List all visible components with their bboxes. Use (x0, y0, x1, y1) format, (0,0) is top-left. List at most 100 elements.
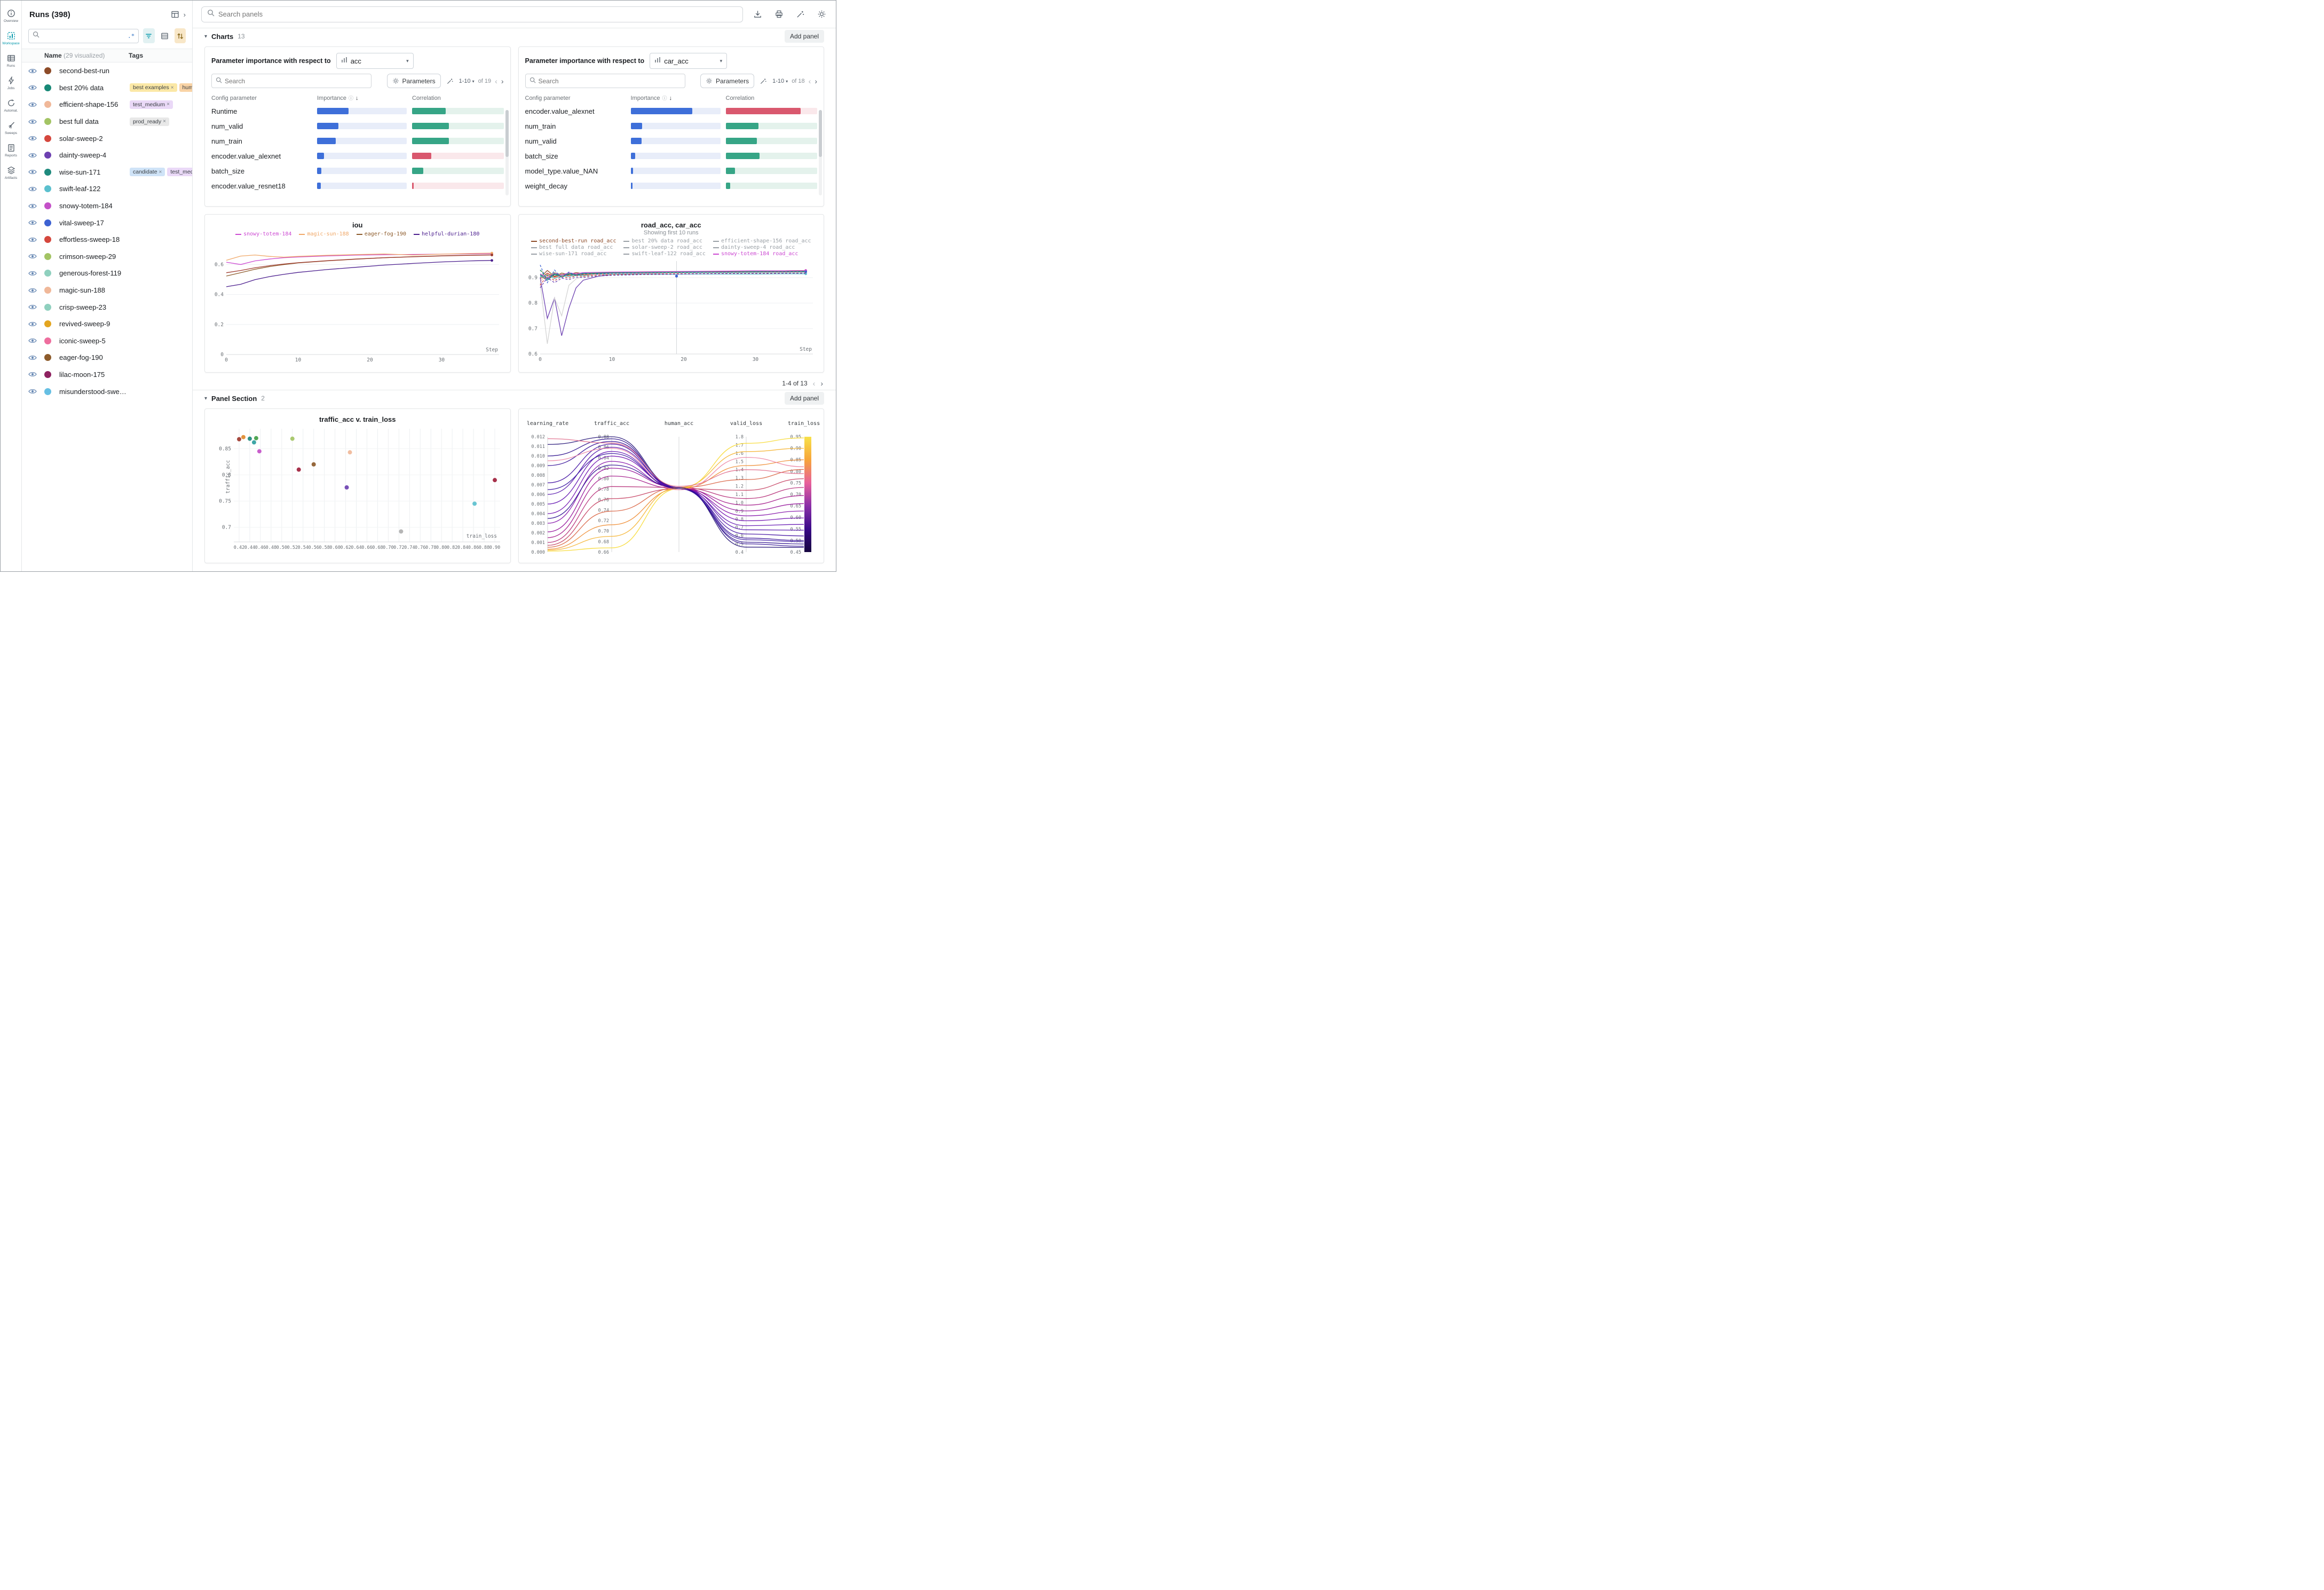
panel-search-input[interactable] (218, 10, 737, 18)
visibility-eye-icon[interactable] (28, 169, 44, 175)
legend-item[interactable]: second-best-run road_acc (531, 238, 616, 244)
next-page-icon[interactable]: › (820, 379, 823, 388)
run-row[interactable]: vital-sweep-17 (22, 214, 192, 231)
importance-header[interactable]: Importance (317, 95, 347, 101)
run-name[interactable]: eager-fog-190 (59, 353, 103, 362)
visibility-eye-icon[interactable] (28, 270, 44, 277)
run-name[interactable]: swift-leaf-122 (59, 185, 101, 193)
add-panel-button[interactable]: Add panel (784, 30, 824, 43)
run-row[interactable]: crimson-sweep-29 (22, 248, 192, 265)
collapse-section-icon[interactable]: ▾ (204, 33, 208, 40)
prev-page-icon[interactable]: ‹ (495, 76, 497, 85)
visibility-eye-icon[interactable] (28, 321, 44, 327)
run-row[interactable]: solar-sweep-2 (22, 130, 192, 147)
run-row[interactable]: best 20% data best examples×humans× (22, 80, 192, 97)
group-button[interactable] (159, 28, 170, 43)
magic-wand-icon[interactable] (794, 9, 806, 20)
filter-button[interactable] (143, 28, 155, 43)
visibility-eye-icon[interactable] (28, 186, 44, 192)
run-name[interactable]: second-best-run (59, 67, 109, 75)
nav-overview[interactable]: Overview (1, 5, 22, 27)
visibility-eye-icon[interactable] (28, 237, 44, 243)
correlation-header[interactable]: Correlation (412, 95, 441, 101)
run-row[interactable]: wise-sun-171 candidate×test_medium× (22, 164, 192, 181)
runs-search-input[interactable] (42, 32, 125, 40)
nav-reports[interactable]: Reports (1, 139, 22, 162)
run-row[interactable]: lilac-moon-175 (22, 366, 192, 383)
legend-item[interactable]: snowy-totem-184 (235, 231, 291, 237)
param-row[interactable]: num_train (211, 133, 504, 148)
visibility-eye-icon[interactable] (28, 135, 44, 141)
run-name[interactable]: vital-sweep-17 (59, 218, 104, 227)
run-row[interactable]: revived-sweep-9 (22, 316, 192, 333)
run-row[interactable]: snowy-totem-184 (22, 198, 192, 215)
visibility-eye-icon[interactable] (28, 337, 44, 344)
visibility-eye-icon[interactable] (28, 68, 44, 74)
remove-tag-icon[interactable]: × (163, 119, 166, 125)
run-name[interactable]: best full data (59, 117, 99, 126)
sort-desc-icon[interactable]: ↓ (355, 95, 359, 101)
run-name[interactable]: wise-sun-171 (59, 168, 101, 176)
sort-button[interactable] (174, 28, 186, 43)
metric-dropdown[interactable]: car_acc ▾ (650, 53, 728, 69)
param-row[interactable]: encoder.value_alexnet (525, 104, 817, 119)
run-name[interactable]: iconic-sweep-5 (59, 336, 106, 345)
run-name[interactable]: effortless-sweep-18 (59, 235, 120, 244)
run-tag[interactable]: prod_ready × (130, 117, 169, 126)
run-tag[interactable]: humans× (179, 83, 192, 92)
run-row[interactable]: second-best-run (22, 62, 192, 80)
run-name[interactable]: lilac-moon-175 (59, 370, 105, 379)
legend-item[interactable]: dainty-sweep-4 road_acc (713, 245, 811, 250)
run-row[interactable]: dainty-sweep-4 (22, 147, 192, 164)
legend-item[interactable]: wise-sun-171 road_acc (531, 251, 616, 257)
run-row[interactable]: generous-forest-119 (22, 265, 192, 282)
param-row[interactable]: Runtime (211, 104, 504, 119)
correlation-header[interactable]: Correlation (725, 95, 755, 101)
parameter-search[interactable] (211, 74, 371, 88)
runs-search[interactable]: .* (28, 28, 139, 43)
visibility-eye-icon[interactable] (28, 253, 44, 259)
parameter-search-input[interactable] (538, 77, 681, 85)
run-name[interactable]: misunderstood-swe… (59, 387, 127, 396)
remove-tag-icon[interactable]: × (170, 84, 174, 91)
parameters-button[interactable]: Parameters (700, 74, 755, 88)
next-page-icon[interactable]: › (501, 76, 504, 85)
sort-desc-icon[interactable]: ↓ (669, 95, 673, 101)
run-name[interactable]: generous-forest-119 (59, 269, 122, 278)
run-row[interactable]: iconic-sweep-5 (22, 333, 192, 350)
parameters-button[interactable]: Parameters (386, 74, 441, 88)
run-row[interactable]: swift-leaf-122 (22, 180, 192, 198)
param-row[interactable]: encoder.value_resnet18 (211, 178, 504, 193)
visibility-eye-icon[interactable] (28, 219, 44, 226)
export-icon[interactable] (752, 9, 763, 20)
nav-workspace[interactable]: Workspace (1, 27, 22, 50)
expand-panel-icon[interactable]: › (183, 10, 186, 19)
param-row[interactable]: batch_size (525, 148, 817, 163)
prev-page-icon[interactable]: ‹ (808, 76, 811, 85)
scrollbar[interactable] (505, 110, 509, 195)
remove-tag-icon[interactable]: × (159, 169, 162, 175)
legend-item[interactable]: magic-sun-188 (299, 231, 349, 237)
parameter-search[interactable] (525, 74, 685, 88)
magic-wand-icon[interactable] (758, 76, 769, 86)
run-name[interactable]: crimson-sweep-29 (59, 252, 116, 261)
legend-item[interactable]: helpful-durian-180 (414, 231, 479, 237)
run-tag[interactable]: test_medium× (167, 168, 192, 177)
param-row[interactable]: encoder.value_alexnet (211, 148, 504, 163)
line-chart-panel-iou[interactable]: iou snowy-totem-184 magic-sun-188 eager-fo… (204, 214, 511, 373)
parameter-search-input[interactable] (225, 77, 367, 85)
run-name[interactable]: snowy-totem-184 (59, 202, 113, 210)
run-row[interactable]: magic-sun-188 (22, 282, 192, 299)
run-row[interactable]: effortless-sweep-18 (22, 231, 192, 248)
param-row[interactable]: num_valid (211, 119, 504, 133)
page-range[interactable]: 1-10 ▾ (772, 77, 788, 84)
param-row[interactable]: model_type.value_NAN (525, 163, 817, 178)
run-row[interactable]: misunderstood-swe… (22, 383, 192, 400)
param-row[interactable]: batch_size (211, 163, 504, 178)
metric-dropdown[interactable]: acc ▾ (336, 53, 414, 69)
visibility-eye-icon[interactable] (28, 304, 44, 310)
run-tag[interactable]: candidate × (130, 168, 165, 177)
run-row[interactable]: efficient-shape-156 test_medium × (22, 96, 192, 113)
legend-item[interactable]: swift-leaf-122 road_acc (623, 251, 706, 257)
nav-sweeps[interactable]: Sweeps (1, 117, 22, 139)
